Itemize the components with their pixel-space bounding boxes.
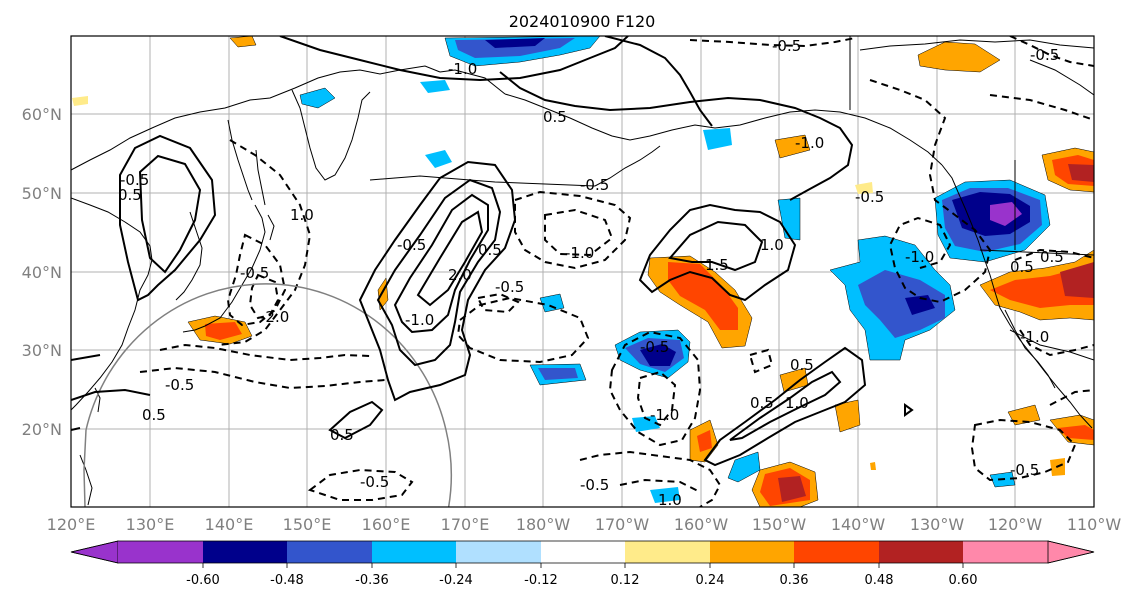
shaded-anomaly-field [72,36,1094,507]
colorbar-tick-label: -0.48 [270,573,304,588]
contour-label: 1.0 [290,206,314,224]
contour-label: 0.5 [1010,258,1034,276]
contour-label: -1.0 [905,248,934,266]
lon-label: 180°W [516,515,571,534]
contour-label: -0.5 [1010,461,1039,479]
contour-label: 1.0 [658,491,682,509]
lon-label: 120°E [47,515,96,534]
colorbar-tick-label: -0.12 [524,573,558,588]
contour-label: -0.5 [240,264,269,282]
contour-label: 0.5 [330,426,354,444]
contour-label: 0.5 [118,186,142,204]
colorbar-segment [287,541,372,563]
colorbar-tick-label: 0.24 [696,573,725,588]
colorbar-extend-right [1047,540,1095,564]
map-panel: -1.0 -0.5 -0.5 0.5 -1.0 0.5 -0.5 -1.0 -0… [71,36,1094,509]
colorbar-segment [963,541,1048,563]
contour-label: -0.5 [165,376,194,394]
lon-label: 160°E [362,515,411,534]
contour-label: 0.5 [478,241,502,259]
contour-label: 0.5 [790,356,814,374]
colorbar-extend-left [70,540,119,564]
contour-label: -1.0 [795,134,824,152]
contour-label: -0.5 [772,37,801,55]
contour-label: -0.5 [1030,46,1059,64]
colorbar-tick-label: 0.36 [780,573,809,588]
colorbar-segment [879,541,963,563]
contour-label: -1.0 [448,60,477,78]
colorbar-segment [794,541,879,563]
contour-label: 1.5 [705,256,729,274]
lon-label: 130°E [126,515,175,534]
contour-label: -0.5 [495,278,524,296]
lat-label: 30°N [22,341,62,360]
colorbar-segment [372,541,456,563]
colorbar: -0.60 -0.48 -0.36 -0.24 -0.12 0.12 0.24 … [70,540,1095,588]
colorbar-tick-label: 0.12 [611,573,640,588]
colorbar-segment [456,541,541,563]
lon-label: 170°W [595,515,650,534]
lat-label: 50°N [22,184,62,203]
contour-label: -0.5 [397,236,426,254]
lon-label: 140°E [205,515,254,534]
contour-label: 1.0 [785,394,809,412]
contour-label: -2.0 [260,308,289,326]
coastlines [71,36,1094,506]
lat-label: 60°N [22,105,62,124]
contour-label: -0.5 [360,473,389,491]
colorbar-segment [118,541,203,563]
colorbar-tick-label: 0.60 [949,573,978,588]
lat-label: 20°N [22,420,62,439]
lat-label: 40°N [22,263,62,282]
lon-label: 150°E [283,515,332,534]
map-title: 2024010900 F120 [509,12,656,31]
contour-label: -1.0 [650,406,679,424]
contour-label: -0.5 [640,338,669,356]
map-frame [70,35,1095,508]
lon-label: 170°E [441,515,490,534]
contour-label: 1.0 [760,236,784,254]
contour-label: -1.0 [405,311,434,329]
colorbar-segment [625,541,710,563]
contour-label: -0.5 [580,476,609,494]
colorbar-segment [541,541,625,563]
colorbar-segment [710,541,794,563]
lon-label: 150°W [752,515,807,534]
contour-label: -0.5 [120,171,149,189]
contour-label: 0.5 [142,406,166,424]
latitude-labels: 60°N 50°N 40°N 30°N 20°N [22,105,62,439]
colorbar-tick-label: 0.48 [865,573,894,588]
colorbar-tick-label: -0.24 [439,573,473,588]
lon-label: 110°W [1067,515,1122,534]
contour-label: -0.5 [855,188,884,206]
contour-label: -1.0 [565,244,594,262]
colorbar-tick-label: -0.60 [186,573,220,588]
lon-label: 120°W [988,515,1043,534]
contour-label: 0.5 [1040,248,1064,266]
contour-label: -1.0 [1020,328,1049,346]
contour-lines [71,36,1094,507]
contour-label: -0.5 [580,176,609,194]
lon-label: 130°W [910,515,965,534]
contour-label: 2.0 [448,266,472,284]
colorbar-ticks [202,563,964,568]
lon-label: 140°W [831,515,886,534]
contour-label: 0.5 [750,394,774,412]
colorbar-tick-label: -0.36 [355,573,389,588]
longitude-labels: 120°E 130°E 140°E 150°E 160°E 170°E 180°… [47,515,1122,534]
contour-labels: -1.0 -0.5 -0.5 0.5 -1.0 0.5 -0.5 -1.0 -0… [118,37,1064,509]
colorbar-segment [203,541,287,563]
colorbar-outline [70,540,1095,564]
lon-label: 160°W [674,515,729,534]
contour-label: 0.5 [543,108,567,126]
